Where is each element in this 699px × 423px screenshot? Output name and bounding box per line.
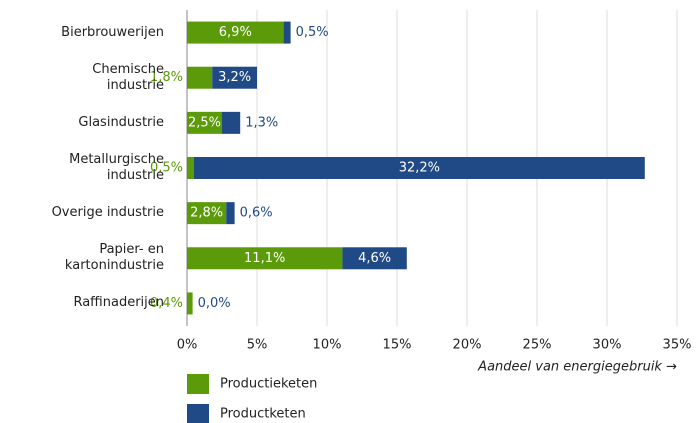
x-tick-label: 15% xyxy=(383,338,412,353)
category-label: Chemische industrie xyxy=(92,61,164,93)
value-label: 3,2% xyxy=(218,70,251,85)
value-label: 4,6% xyxy=(358,251,391,266)
value-label: 2,5% xyxy=(188,115,221,130)
value-label: 0,4% xyxy=(150,296,183,311)
bar xyxy=(222,111,241,134)
bar xyxy=(187,66,213,89)
category-label: Glasindustrie xyxy=(78,114,164,130)
value-label: 32,2% xyxy=(399,161,440,176)
value-label: 11,1% xyxy=(244,251,285,266)
value-label: 1,3% xyxy=(245,115,278,130)
value-label: 1,8% xyxy=(150,70,183,85)
bar xyxy=(283,21,291,44)
value-label: 6,9% xyxy=(219,25,252,40)
x-axis-title: Aandeel van energiegebruik → xyxy=(477,360,677,375)
bar xyxy=(194,157,645,179)
category-label: Papier- en kartonindustrie xyxy=(64,242,164,274)
bar xyxy=(226,202,235,225)
bar xyxy=(187,292,193,315)
x-tick-label: 20% xyxy=(453,338,482,353)
bar xyxy=(187,157,194,179)
x-tick-label: 0% xyxy=(177,338,198,353)
x-tick-label: 30% xyxy=(593,338,622,353)
value-label: 0,5% xyxy=(150,161,183,176)
category-label: Raffinaderijen xyxy=(73,295,164,311)
bar xyxy=(187,202,227,225)
value-label: 0,6% xyxy=(240,206,273,221)
value-label: 0,0% xyxy=(198,296,231,311)
bar xyxy=(187,247,343,270)
x-tick-label: 35% xyxy=(663,338,692,353)
category-label: Metallurgische industrie xyxy=(69,152,164,183)
legend-swatch xyxy=(187,374,209,394)
value-label: 0,5% xyxy=(296,25,329,40)
bar xyxy=(212,66,257,89)
bar xyxy=(187,21,284,44)
x-tick-label: 25% xyxy=(523,338,552,353)
legend-swatch xyxy=(187,404,209,423)
x-tick-label: 10% xyxy=(313,338,342,353)
legend-label: Productketen xyxy=(220,407,306,422)
value-label: 2,8% xyxy=(190,206,223,221)
legend-label: Productieketen xyxy=(220,377,317,392)
x-tick-label: 5% xyxy=(247,338,268,353)
bar xyxy=(187,111,222,134)
category-label: Bierbrouwerijen xyxy=(61,24,164,40)
category-label: Overige industrie xyxy=(51,205,164,221)
bar xyxy=(342,247,407,270)
